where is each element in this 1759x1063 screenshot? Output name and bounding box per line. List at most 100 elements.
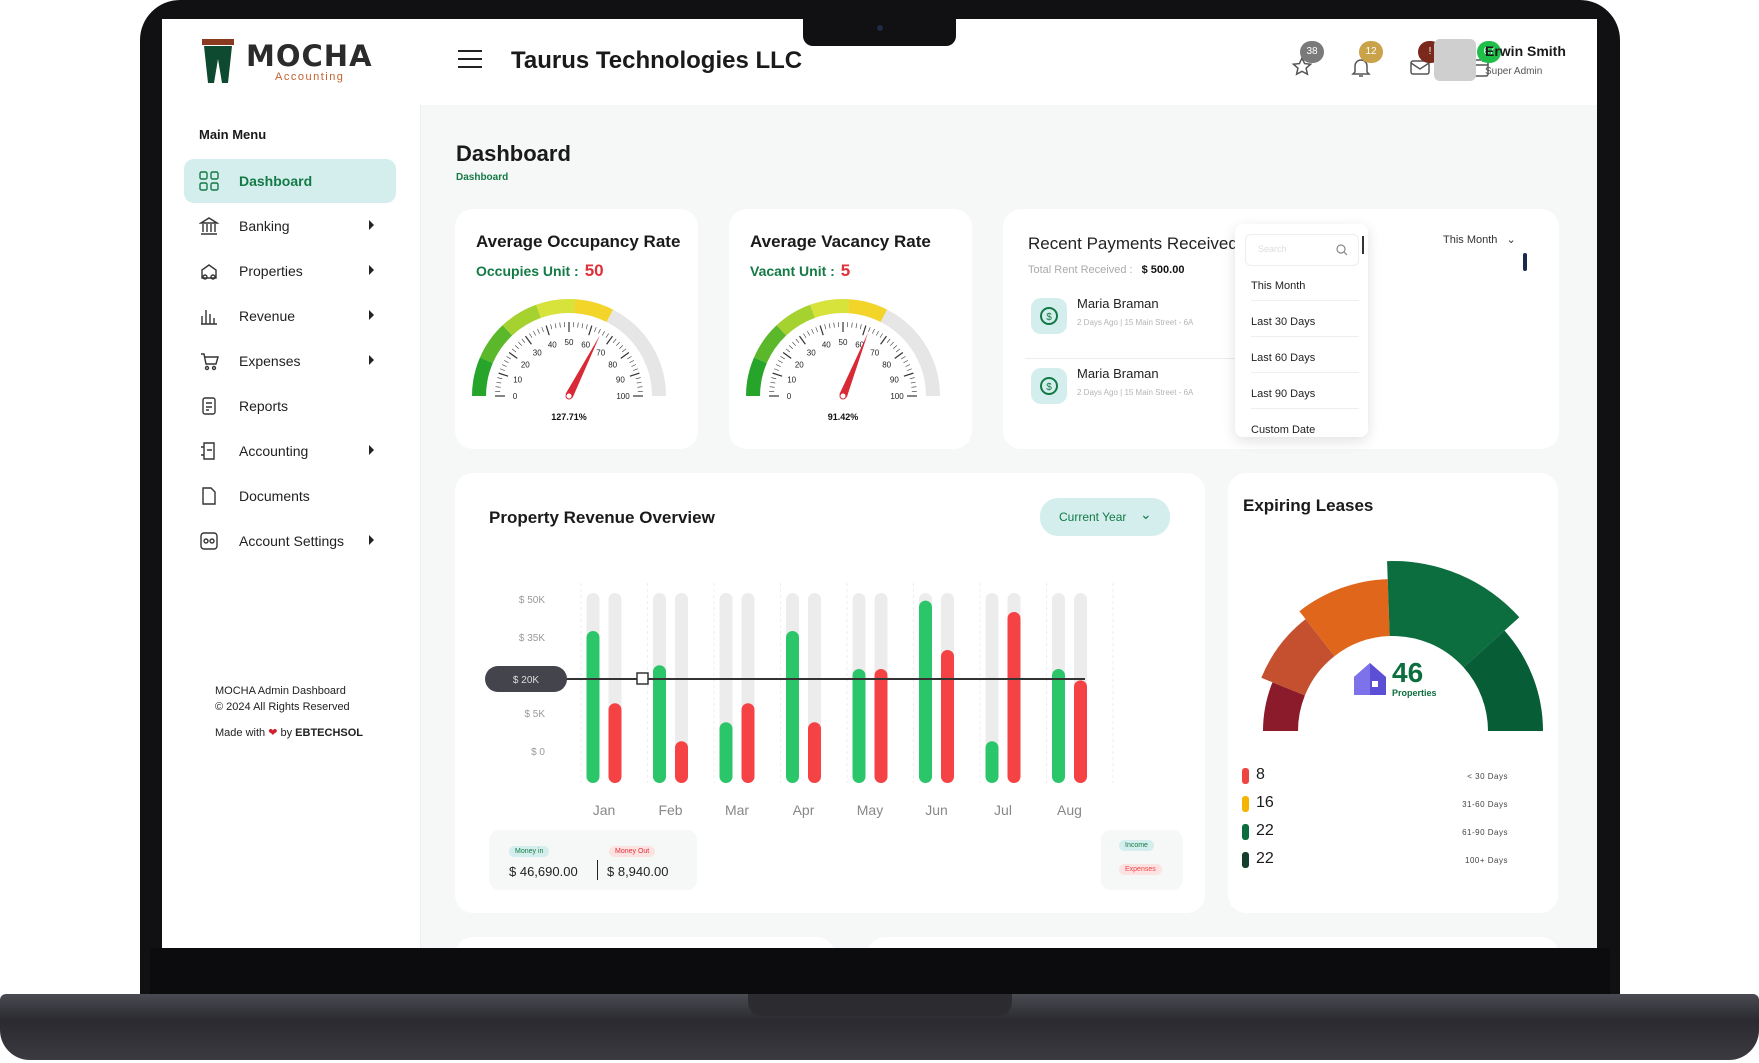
expense-bar[interactable] xyxy=(675,741,688,783)
laptop-opening-notch xyxy=(748,994,1012,1016)
scrollbar[interactable] xyxy=(1362,236,1364,254)
income-bar[interactable] xyxy=(985,741,999,783)
gauge-tick xyxy=(772,372,783,377)
house-icon xyxy=(201,264,217,280)
sidebar-item-revenue[interactable]: Revenue xyxy=(184,294,396,338)
gauge-tick xyxy=(581,323,584,329)
sidebar-item-reports[interactable]: Reports xyxy=(184,384,396,428)
lease-segment[interactable] xyxy=(1261,619,1335,696)
lease-row[interactable]: 22 61-90 Days xyxy=(1242,822,1508,842)
next-card-peek xyxy=(867,937,1559,948)
gauge-tick xyxy=(497,377,503,380)
gauge-percent: 91.42% xyxy=(828,412,859,422)
gauge-tick xyxy=(890,341,894,346)
expense-bar[interactable] xyxy=(1074,680,1087,783)
expense-bar[interactable] xyxy=(741,703,755,783)
sidebar-item-accounting[interactable]: Accounting xyxy=(184,429,396,473)
sidebar-item-properties[interactable]: Properties xyxy=(184,249,396,293)
income-bar[interactable] xyxy=(1052,669,1065,783)
gauge-tick xyxy=(911,386,917,388)
lease-row[interactable]: 16 31-60 Days xyxy=(1242,794,1508,814)
breadcrumb[interactable]: Dashboard xyxy=(456,172,509,183)
gauge-tick xyxy=(598,328,601,334)
payment-row[interactable]: $ Maria Braman 2 Days Ago | 15 Main Stre… xyxy=(1025,292,1365,352)
gauge-segment xyxy=(536,299,576,318)
income-bar[interactable] xyxy=(653,665,666,783)
screen: MOCHA Accounting Main Menu Dashboard Bank… xyxy=(162,19,1597,948)
notifications-button[interactable]: 12 xyxy=(1349,41,1383,81)
gauge-tick xyxy=(774,368,779,371)
payment-icon: $ xyxy=(1031,368,1067,404)
sidebar-item-documents[interactable]: Documents xyxy=(184,474,396,518)
dropdown-search[interactable]: Search xyxy=(1245,234,1359,266)
gauge-tick xyxy=(508,352,518,359)
dropdown-option[interactable]: Last 60 Days xyxy=(1251,352,1359,373)
messages-button[interactable]: ! xyxy=(1408,41,1442,81)
sidebar-item-dashboard[interactable]: Dashboard xyxy=(184,159,396,203)
sidebar-item-banking[interactable]: Banking xyxy=(184,204,396,248)
hover-marker xyxy=(636,672,649,685)
made-with-text: Made with xyxy=(215,727,266,739)
gauge-tick xyxy=(605,333,609,338)
sidebar-item-account-settings[interactable]: Account Settings xyxy=(184,519,396,563)
scrollbar[interactable] xyxy=(1523,253,1527,271)
favorites-button[interactable]: 38 xyxy=(1290,41,1324,81)
gauge-tick xyxy=(506,356,511,360)
year-filter-button[interactable]: Current Year ⌄ xyxy=(1040,498,1170,536)
occupancy-title: Average Occupancy Rate xyxy=(476,232,681,251)
user-name[interactable]: Erwin Smith xyxy=(1485,43,1566,59)
dropdown-option[interactable]: Last 30 Days xyxy=(1251,316,1359,337)
gauge-tick xyxy=(554,323,557,329)
income-bar[interactable] xyxy=(786,631,799,783)
expense-bar[interactable] xyxy=(1007,612,1021,783)
expense-bar[interactable] xyxy=(941,650,954,783)
lease-segment[interactable] xyxy=(1387,561,1520,668)
payments-filter[interactable]: This Month ⌄ xyxy=(1443,233,1516,246)
lease-row[interactable]: 8 < 30 Days xyxy=(1242,766,1508,786)
payment-row[interactable]: $ Maria Braman 2 Days Ago | 15 Main Stre… xyxy=(1025,362,1365,422)
gauge-segment xyxy=(573,299,614,323)
legend-expenses[interactable]: Expenses xyxy=(1119,864,1162,875)
search-input[interactable]: Search xyxy=(1258,244,1287,254)
lease-row[interactable]: 22 100+ Days xyxy=(1242,850,1508,870)
gauge-tick xyxy=(500,368,505,371)
expense-bar[interactable] xyxy=(808,722,821,783)
avatar[interactable] xyxy=(1434,39,1476,81)
lease-segment[interactable] xyxy=(1263,682,1305,731)
gauge-tick-label: 30 xyxy=(807,348,816,357)
gauge-tick xyxy=(550,324,553,330)
gauge-tick xyxy=(495,386,501,388)
credit-company[interactable]: EBTECHSOL xyxy=(295,727,364,739)
dropdown-option[interactable]: Last 90 Days xyxy=(1251,388,1359,409)
period-dropdown: Search This Month Last 30 Days Last 60 D… xyxy=(1235,224,1368,437)
income-bar[interactable] xyxy=(719,722,733,783)
lease-segment[interactable] xyxy=(1299,579,1390,657)
gauge-tick xyxy=(894,352,904,359)
x-tick-label: Jan xyxy=(593,802,616,818)
logo[interactable]: MOCHA Accounting xyxy=(200,37,372,87)
dropdown-option[interactable]: This Month xyxy=(1251,280,1359,301)
legend-income[interactable]: Income xyxy=(1119,840,1154,851)
lease-color-bar xyxy=(1242,824,1249,840)
expense-bar[interactable] xyxy=(874,669,888,783)
gauge-tick xyxy=(629,360,634,364)
gauge-segment xyxy=(810,299,850,318)
lease-count: 16 xyxy=(1256,794,1274,811)
hamburger-menu-icon[interactable] xyxy=(458,50,482,68)
dropdown-option[interactable]: Custom Date xyxy=(1251,424,1316,436)
leases-donut-chart xyxy=(1261,561,1543,731)
gauge-tick-label: 100 xyxy=(890,392,904,401)
sidebar-item-expenses[interactable]: Expenses xyxy=(184,339,396,383)
gauge-tick xyxy=(559,322,561,328)
income-bar[interactable] xyxy=(852,669,866,783)
income-bar[interactable] xyxy=(586,631,600,783)
lease-segment[interactable] xyxy=(1463,630,1543,731)
expense-bar[interactable] xyxy=(608,703,622,783)
gauge-segment xyxy=(746,357,767,397)
gauge-tick xyxy=(631,364,637,367)
gauge-tick xyxy=(807,331,811,336)
occupancy-card: Average Occupancy Rate Occupies Unit : 50… xyxy=(455,209,698,449)
gauge-tick xyxy=(621,348,627,353)
income-bar[interactable] xyxy=(919,600,932,783)
logo-text: MOCHA xyxy=(246,39,373,73)
